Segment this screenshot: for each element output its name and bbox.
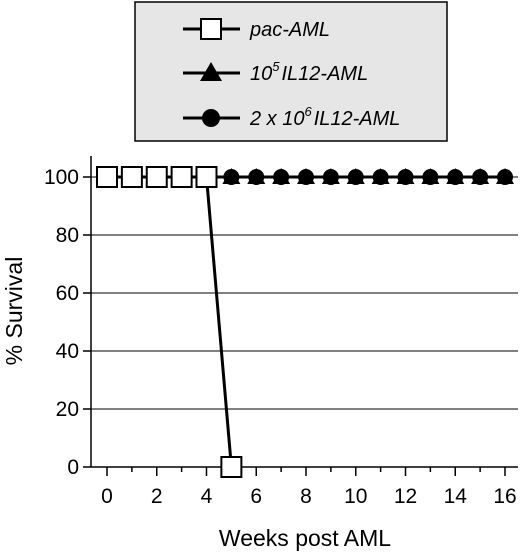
x-tick-label-14: 14 (444, 485, 468, 508)
y-axis-title: % Survival (1, 257, 27, 366)
x-tick-label-6: 6 (250, 485, 262, 508)
legend: pac-AML 105 IL12-AML 2 x 106 IL12-AML (134, 1, 448, 142)
point-circle-w5 (223, 169, 240, 185)
y-tick-label-0: 0 (67, 456, 79, 479)
legend-label-pac-aml: pac-AML (249, 19, 330, 41)
point-circle-w13 (422, 169, 439, 185)
point-circle-w10 (347, 169, 364, 185)
point-circle-w9 (322, 169, 339, 185)
point-square-w4 (195, 166, 218, 188)
x-tick-label-4: 4 (201, 485, 213, 508)
y-tick-label-20: 20 (56, 398, 79, 421)
point-circle-w11 (372, 169, 389, 185)
legend-entry-1e5-il12-aml: 105 IL12-AML (183, 59, 368, 85)
point-circle-w7 (273, 169, 290, 185)
point-circle-w6 (248, 169, 265, 185)
point-circle-w15 (472, 169, 489, 185)
legend-entry-2e6-il12-aml: 2 x 106 IL12-AML (183, 104, 400, 130)
y-tick-label-80: 80 (56, 224, 79, 247)
legend-label-1e5-il12-aml: 105 IL12-AML (250, 59, 368, 85)
point-square-w3 (170, 166, 193, 188)
axes (90, 156, 518, 468)
legend-marker-circle (202, 109, 220, 127)
x-tick-label-12: 12 (394, 485, 417, 508)
series-layer (96, 166, 514, 478)
y-axis-ticks: 0 20 40 60 80 100 (44, 166, 91, 479)
point-circle-w16 (497, 169, 513, 185)
y-tick-label-100: 100 (44, 166, 79, 189)
point-square-w1 (120, 166, 143, 188)
x-axis-title: Weeks post AML (219, 525, 391, 551)
x-axis-ticks: 0 2 4 6 8 10 12 14 16 (101, 467, 517, 508)
y-tick-label-60: 60 (56, 282, 79, 305)
y-tick-label-40: 40 (56, 340, 79, 363)
point-circle-w8 (298, 169, 314, 185)
legend-label-2e6-il12-aml: 2 x 106 IL12-AML (249, 104, 400, 130)
point-square-w0 (96, 166, 118, 188)
legend-marker-square (200, 18, 222, 40)
series-0 (96, 166, 243, 478)
x-tick-label-0: 0 (101, 485, 113, 508)
x-tick-label-2: 2 (151, 485, 163, 508)
x-tick-label-16: 16 (493, 485, 516, 508)
plot-area (91, 156, 518, 467)
point-square-w2 (145, 166, 168, 188)
legend-marker-triangle (200, 62, 222, 81)
x-tick-label-8: 8 (300, 485, 312, 508)
point-square-w5 (220, 456, 243, 478)
legend-entry-pac-aml: pac-AML (183, 18, 330, 41)
point-circle-w14 (447, 169, 464, 185)
x-tick-label-10: 10 (344, 485, 367, 508)
point-circle-w12 (397, 169, 414, 185)
